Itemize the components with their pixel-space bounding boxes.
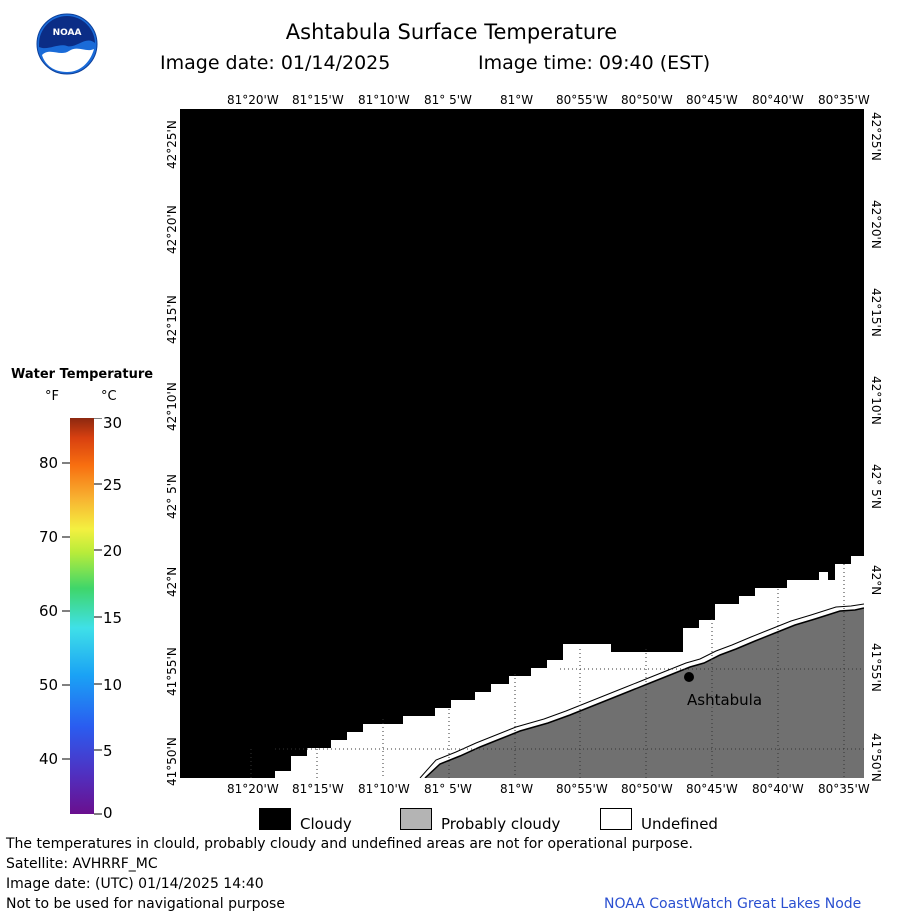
legend-title: Water Temperature (11, 367, 154, 382)
key-undefined-swatch (600, 808, 632, 830)
lon-label-top: 81°15'W (292, 93, 344, 107)
lat-label-right: 42°20'N (869, 200, 883, 249)
image-date: Image date: 01/14/2025 (160, 52, 391, 74)
key-cloudy-label: Cloudy (300, 815, 352, 833)
lat-label-right: 42°15'N (869, 288, 883, 337)
key-cloudy-swatch (259, 808, 291, 830)
lon-label-bottom: 81°W (500, 782, 534, 796)
legend-f-tick: 50 (39, 676, 59, 694)
lon-label-bottom: 81° 5'W (424, 782, 472, 796)
lat-label-right: 42° 5'N (869, 464, 883, 509)
lat-label-left: 41°55'N (165, 647, 179, 696)
logo-text: NOAA (53, 28, 82, 38)
lon-label-top: 80°40'W (752, 93, 804, 107)
legend-c-tick: 30 (103, 414, 123, 432)
legend-f-tick: 80 (39, 454, 59, 472)
lat-label-right: 42°N (869, 565, 883, 596)
land-area (425, 608, 864, 778)
legend-c-tick: 0 (103, 804, 113, 822)
legend-c-tick: 10 (103, 676, 123, 694)
temperature-map (180, 109, 864, 778)
lon-label-bottom: 80°40'W (752, 782, 804, 796)
legend-c-tick: 5 (103, 742, 113, 760)
lat-label-left: 41°50'N (165, 737, 179, 786)
lon-label-bottom: 81°15'W (292, 782, 344, 796)
lon-label-top: 81°20'W (227, 93, 279, 107)
color-bar-ticks (62, 418, 102, 815)
lon-label-bottom: 81°10'W (358, 782, 410, 796)
legend-f-tick: 70 (39, 528, 59, 546)
lon-label-top: 80°45'W (686, 93, 738, 107)
lat-label-right: 42°25'N (869, 112, 883, 161)
key-undefined-label: Undefined (641, 815, 718, 833)
footer-credit: NOAA CoastWatch Great Lakes Node (604, 896, 862, 912)
lon-label-top: 80°55'W (556, 93, 608, 107)
lon-label-bottom: 80°50'W (621, 782, 673, 796)
legend-c-tick: 25 (103, 476, 123, 494)
lat-label-left: 42° 5'N (165, 474, 179, 519)
lon-label-bottom: 80°35'W (818, 782, 870, 796)
lat-label-right: 41°55'N (869, 643, 883, 692)
key-probably-cloudy-swatch (400, 808, 432, 830)
lat-label-left: 42°25'N (165, 120, 179, 169)
lon-label-top: 80°35'W (818, 93, 870, 107)
lon-label-bottom: 81°20'W (227, 782, 279, 796)
page-title: Ashtabula Surface Temperature (285, 20, 618, 44)
lon-label-top: 81°W (500, 93, 534, 107)
key-probably-cloudy-label: Probably cloudy (441, 815, 561, 833)
legend-c-tick: 20 (103, 542, 123, 560)
lat-label-left: 42°20'N (165, 205, 179, 254)
lat-label-left: 42°10'N (165, 382, 179, 431)
temperature-color-bar (70, 418, 94, 814)
ashtabula-marker (684, 672, 694, 682)
legend-unit-f: °F (45, 389, 59, 404)
lat-label-left: 42°N (165, 566, 179, 597)
footer-disclaimer: The temperatures in clould, probably clo… (6, 836, 693, 852)
lat-label-right: 42°10'N (869, 376, 883, 425)
legend-unit-c: °C (101, 389, 117, 404)
lon-label-top: 80°50'W (621, 93, 673, 107)
lat-label-right: 41°50'N (869, 733, 883, 782)
graticule (250, 564, 864, 778)
shoreline (424, 607, 864, 778)
lon-label-top: 81°10'W (358, 93, 410, 107)
shoreline-outer (419, 603, 864, 778)
footer-navigation-warning: Not to be used for navigational purpose (6, 896, 285, 912)
lon-label-bottom: 80°55'W (556, 782, 608, 796)
place-label: Ashtabula (687, 691, 763, 709)
image-time: Image time: 09:40 (EST) (478, 52, 711, 74)
legend-c-tick: 15 (103, 609, 123, 627)
legend-f-tick: 40 (39, 750, 59, 768)
noaa-logo: NOAA (36, 13, 98, 75)
lon-label-bottom: 80°45'W (686, 782, 738, 796)
lon-label-top: 81° 5'W (424, 93, 472, 107)
lat-label-left: 42°15'N (165, 295, 179, 344)
noaa-logo-icon: NOAA (36, 13, 98, 75)
legend-f-tick: 60 (39, 602, 59, 620)
footer-utc-date: Image date: (UTC) 01/14/2025 14:40 (6, 876, 264, 892)
footer-satellite: Satellite: AVHRRF_MC (6, 856, 158, 872)
